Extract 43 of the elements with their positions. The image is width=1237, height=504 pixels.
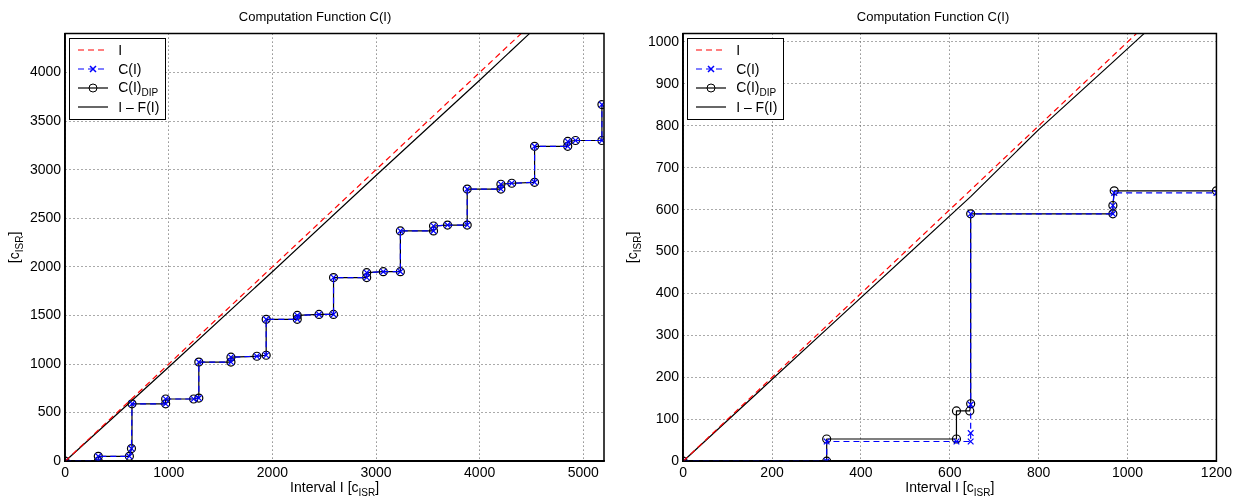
y-tick-label: 4000 (29, 63, 62, 80)
y-tick-label: 2000 (29, 257, 62, 274)
y-tick-label: 500 (655, 242, 680, 259)
y-tick-label: 500 (37, 403, 62, 420)
y-tick-label: 0 (671, 452, 680, 469)
y-tick-label: 1000 (29, 354, 62, 371)
legend-label: I (118, 42, 123, 59)
x-tick-label: 5000 (567, 464, 600, 481)
x-tick-label: 1000 (153, 464, 185, 481)
legend-label: C(I) (118, 61, 142, 78)
x-tick-label: 3000 (360, 464, 392, 481)
chart-title: Computation Function C(I) (238, 9, 392, 25)
y-tick-label: 3500 (29, 111, 62, 128)
x-tick-label: 1200 (1200, 464, 1233, 481)
y-tick-label: 400 (655, 284, 680, 301)
legend-label: C(I)$_{DIP}$ (736, 78, 777, 98)
legend-label: I – F(I) (118, 99, 160, 116)
legend-label: I – F(I) (736, 99, 778, 116)
chart-title: Computation Function C(I) (856, 9, 1010, 25)
y-tick-label: 100 (655, 410, 680, 427)
y-tick-label: 700 (655, 158, 680, 175)
x-tick-label: 4000 (464, 464, 496, 481)
y-tick-label: 600 (655, 200, 680, 217)
x-tick-label: 1000 (1111, 464, 1144, 481)
y-tick-label: 2500 (29, 209, 62, 226)
y-tick-label: 1500 (29, 306, 62, 323)
y-tick-label: 3000 (29, 160, 62, 177)
x-tick-label: 800 (1026, 464, 1051, 481)
x-tick-label: 600 (938, 464, 962, 481)
x-axis-title: Interval I [c$_{ISR}$] (290, 479, 380, 498)
legend-label: C(I)$_{DIP}$ (118, 78, 159, 98)
y-tick-label: 300 (655, 326, 680, 343)
x-tick-label: 2000 (256, 464, 289, 481)
x-tick-label: 400 (849, 464, 873, 481)
y-tick-label: 1000 (647, 32, 680, 49)
x-axis-title: Interval I [c$_{ISR}$] (905, 479, 995, 498)
y-tick-label: 900 (655, 74, 680, 91)
y-tick-label: 200 (655, 368, 680, 385)
y-tick-label: 800 (655, 116, 680, 133)
legend-label: C(I) (736, 61, 760, 78)
x-tick-label: 200 (760, 464, 784, 481)
legend-label: I (736, 42, 741, 59)
y-tick-label: 0 (53, 452, 62, 469)
